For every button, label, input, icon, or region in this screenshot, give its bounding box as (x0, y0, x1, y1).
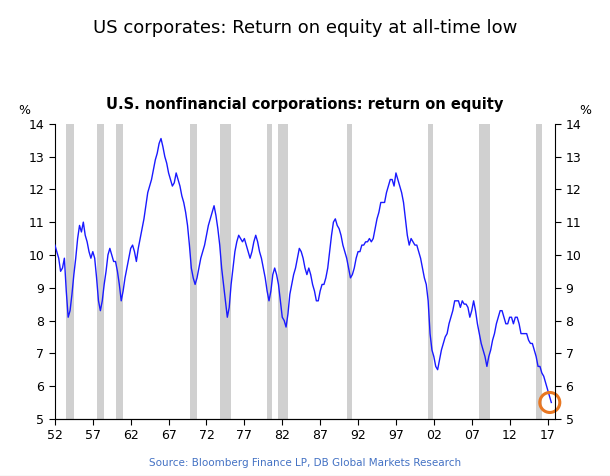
Bar (190, 124, 198, 419)
Bar (279, 124, 289, 419)
Bar (346, 124, 352, 419)
Bar (479, 124, 490, 419)
Text: U.S. nonfinancial corporations: return on equity: U.S. nonfinancial corporations: return o… (106, 97, 504, 112)
Bar (220, 124, 231, 419)
Bar (66, 124, 74, 419)
Bar (115, 124, 123, 419)
Bar (267, 124, 273, 419)
Bar (96, 124, 104, 419)
Bar (428, 124, 433, 419)
Text: US corporates: Return on equity at all-time low: US corporates: Return on equity at all-t… (93, 19, 517, 37)
Text: Source: Bloomberg Finance LP, DB Global Markets Research: Source: Bloomberg Finance LP, DB Global … (149, 458, 461, 468)
Bar (536, 124, 542, 419)
Text: %: % (18, 104, 31, 117)
Text: %: % (580, 104, 592, 117)
